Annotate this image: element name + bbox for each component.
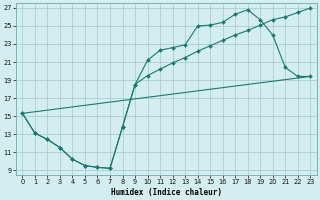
X-axis label: Humidex (Indice chaleur): Humidex (Indice chaleur) [111,188,222,197]
